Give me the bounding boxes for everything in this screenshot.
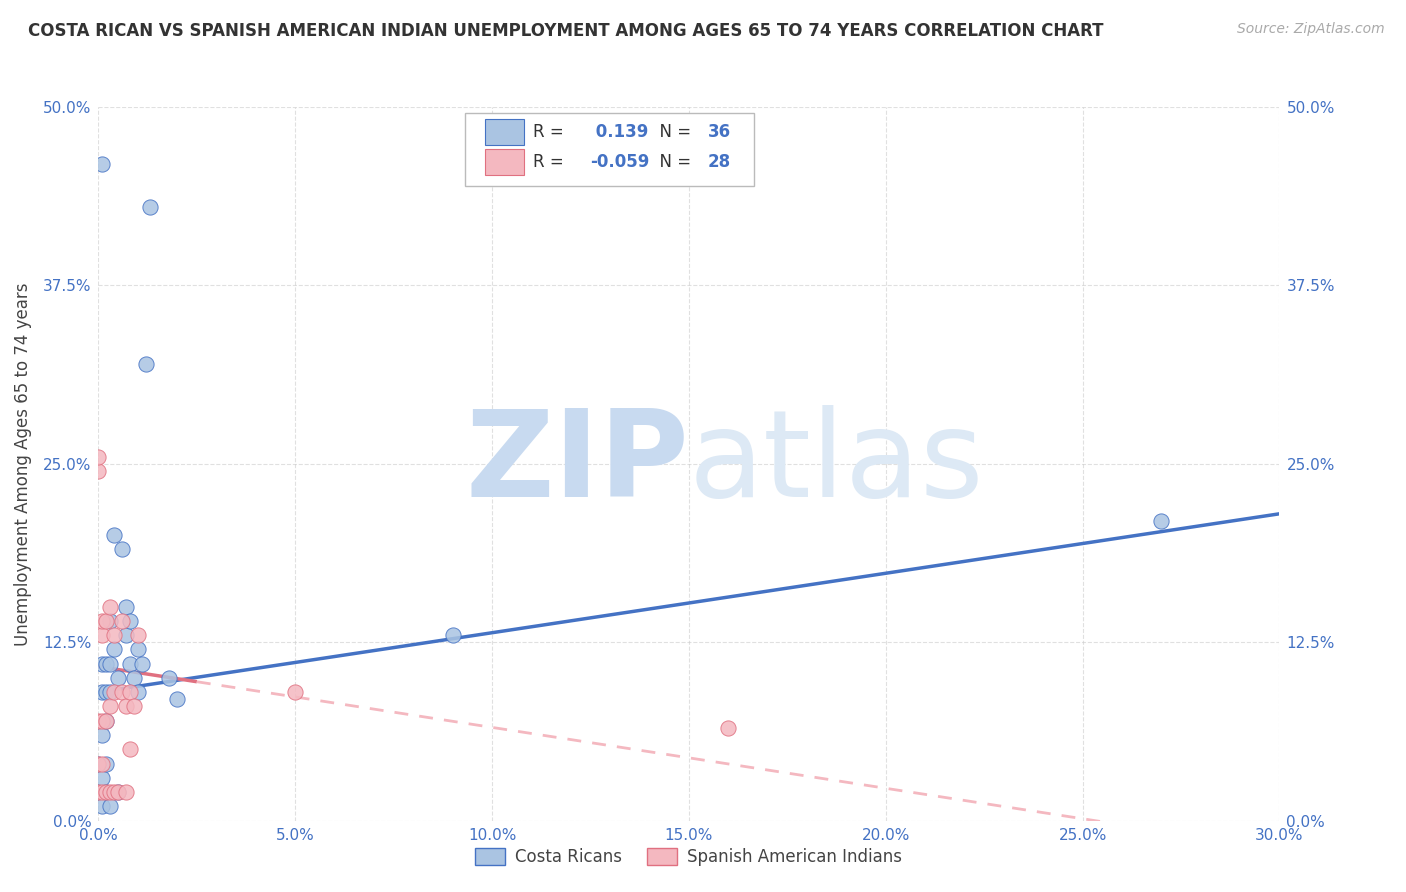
Point bbox=[107, 785, 129, 799]
Point bbox=[91, 157, 114, 171]
Point bbox=[122, 671, 145, 685]
Point bbox=[115, 699, 138, 714]
Point bbox=[91, 714, 114, 728]
Point bbox=[98, 614, 121, 628]
Point bbox=[98, 799, 121, 814]
Text: 28: 28 bbox=[707, 153, 731, 171]
Point bbox=[135, 357, 157, 371]
Point bbox=[96, 657, 118, 671]
Text: COSTA RICAN VS SPANISH AMERICAN INDIAN UNEMPLOYMENT AMONG AGES 65 TO 74 YEARS CO: COSTA RICAN VS SPANISH AMERICAN INDIAN U… bbox=[28, 22, 1104, 40]
Point bbox=[138, 200, 160, 214]
Point bbox=[103, 628, 125, 642]
Text: atlas: atlas bbox=[689, 405, 984, 523]
Point bbox=[91, 628, 114, 642]
Point bbox=[87, 756, 110, 771]
Point bbox=[717, 721, 740, 735]
Text: -0.059: -0.059 bbox=[589, 153, 650, 171]
Text: 36: 36 bbox=[707, 123, 731, 141]
Text: N =: N = bbox=[648, 123, 696, 141]
Point bbox=[87, 450, 110, 464]
Point bbox=[118, 614, 141, 628]
Point bbox=[96, 714, 118, 728]
Point bbox=[91, 685, 114, 699]
Point bbox=[96, 785, 118, 799]
Point bbox=[107, 671, 129, 685]
Point bbox=[107, 785, 129, 799]
Point bbox=[96, 685, 118, 699]
FancyBboxPatch shape bbox=[464, 112, 754, 186]
Point bbox=[157, 671, 180, 685]
Text: Source: ZipAtlas.com: Source: ZipAtlas.com bbox=[1237, 22, 1385, 37]
FancyBboxPatch shape bbox=[485, 149, 523, 175]
Point bbox=[441, 628, 464, 642]
Point bbox=[98, 685, 121, 699]
Point bbox=[115, 599, 138, 614]
Point bbox=[111, 542, 134, 557]
Text: ZIP: ZIP bbox=[465, 405, 689, 523]
Point bbox=[118, 657, 141, 671]
Point bbox=[87, 714, 110, 728]
Point bbox=[111, 685, 134, 699]
Point bbox=[111, 614, 134, 628]
Point bbox=[1150, 514, 1173, 528]
Point bbox=[91, 756, 114, 771]
Point bbox=[118, 742, 141, 756]
Point bbox=[87, 785, 110, 799]
Point bbox=[118, 685, 141, 699]
Point bbox=[87, 785, 110, 799]
Point bbox=[98, 657, 121, 671]
Text: N =: N = bbox=[648, 153, 696, 171]
FancyBboxPatch shape bbox=[485, 120, 523, 145]
Point bbox=[115, 628, 138, 642]
Point bbox=[91, 771, 114, 785]
Point bbox=[96, 785, 118, 799]
Point bbox=[91, 614, 114, 628]
Point bbox=[131, 657, 153, 671]
Y-axis label: Unemployment Among Ages 65 to 74 years: Unemployment Among Ages 65 to 74 years bbox=[14, 282, 32, 646]
Text: R =: R = bbox=[533, 153, 569, 171]
Point bbox=[127, 628, 149, 642]
Point bbox=[87, 464, 110, 478]
Point bbox=[96, 714, 118, 728]
Point bbox=[98, 785, 121, 799]
Point bbox=[115, 785, 138, 799]
Point bbox=[98, 699, 121, 714]
Point bbox=[103, 642, 125, 657]
Point bbox=[284, 685, 307, 699]
Point bbox=[91, 657, 114, 671]
Point bbox=[127, 642, 149, 657]
Point bbox=[103, 528, 125, 542]
Point bbox=[91, 799, 114, 814]
Point bbox=[166, 692, 188, 706]
Text: R =: R = bbox=[533, 123, 569, 141]
Point bbox=[103, 785, 125, 799]
Point bbox=[103, 685, 125, 699]
Point bbox=[127, 685, 149, 699]
Point bbox=[98, 599, 121, 614]
Point bbox=[122, 699, 145, 714]
Point bbox=[91, 785, 114, 799]
Point bbox=[91, 728, 114, 742]
Legend: Costa Ricans, Spanish American Indians: Costa Ricans, Spanish American Indians bbox=[468, 841, 910, 873]
Point bbox=[96, 614, 118, 628]
Point bbox=[87, 756, 110, 771]
Point bbox=[96, 756, 118, 771]
Text: 0.139: 0.139 bbox=[589, 123, 648, 141]
